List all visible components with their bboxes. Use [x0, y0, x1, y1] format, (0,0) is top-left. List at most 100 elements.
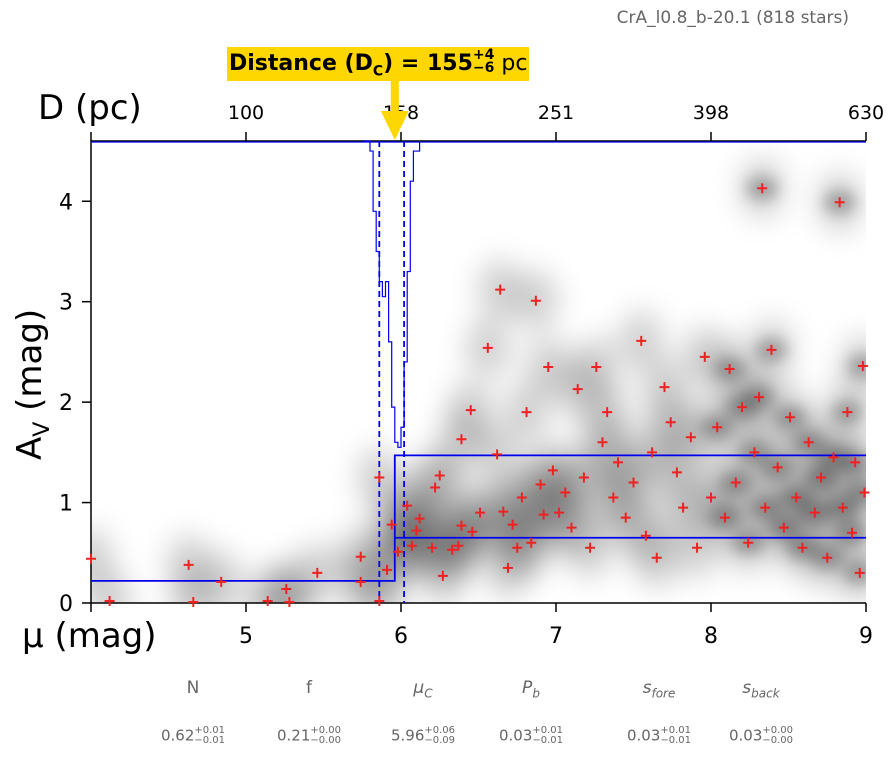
star-point — [554, 507, 565, 518]
param-name: Pb — [522, 678, 540, 701]
x-axis-label: μ (mag) — [22, 616, 157, 656]
posterior-histogram — [363, 140, 421, 448]
star-point — [665, 417, 676, 428]
x-tick-label: 7 — [549, 624, 563, 649]
star-point — [547, 465, 558, 476]
x-tick-label: 5 — [239, 624, 253, 649]
star-point — [566, 522, 577, 533]
star-point — [281, 583, 292, 594]
param-value: 0.21 +0.00 −0.00 — [276, 725, 342, 746]
star-point — [465, 405, 476, 416]
star-point — [757, 183, 768, 194]
density-blob — [91, 571, 132, 603]
star-point — [850, 457, 861, 468]
star-point — [312, 567, 323, 578]
star-point — [699, 351, 710, 362]
star-point — [216, 576, 227, 587]
star-point — [538, 509, 549, 520]
star-point — [382, 564, 393, 575]
top-tick-label: 100 — [228, 102, 264, 124]
param-value: 0.03 +0.01 −0.01 — [498, 725, 564, 746]
star-point — [613, 457, 623, 468]
param-value: 0.03 +0.00 −0.00 — [728, 725, 794, 746]
star-point — [842, 407, 853, 418]
star-point — [706, 492, 716, 503]
distance-arrow-shaft — [390, 81, 399, 111]
y-tick-label: 2 — [59, 391, 73, 416]
y-tick-label: 0 — [59, 592, 73, 617]
param-name: f — [306, 678, 312, 698]
star-point — [86, 553, 96, 564]
star-point — [560, 487, 571, 498]
star-point — [766, 344, 777, 355]
star-point — [791, 492, 802, 503]
star-point — [521, 407, 532, 418]
badge-unit: pc — [494, 51, 528, 76]
star-point — [456, 434, 467, 445]
star-point — [760, 502, 771, 513]
star-point — [591, 361, 602, 372]
star-point — [502, 562, 513, 573]
star-point — [754, 392, 765, 403]
star-point — [743, 537, 754, 548]
param-value: 0.62 +0.01 −0.01 — [160, 725, 226, 746]
star-point — [284, 596, 295, 607]
star-point — [482, 342, 493, 353]
density-core — [848, 480, 866, 505]
star-point — [411, 525, 422, 536]
top-axis-label: D (pc) — [38, 88, 142, 128]
star-point — [854, 567, 865, 578]
star-point — [543, 361, 554, 372]
star-point — [262, 595, 273, 606]
distance-arrow-head — [380, 111, 409, 140]
star-point — [585, 542, 596, 553]
param-value: 0.03 +0.01 −0.01 — [626, 725, 692, 746]
star-point — [608, 492, 619, 503]
top-tick-label: 251 — [538, 102, 574, 124]
star-point — [526, 537, 537, 548]
star-point — [692, 542, 703, 553]
y-tick-label: 1 — [59, 492, 73, 517]
star-point — [730, 477, 741, 488]
star-point — [467, 526, 478, 537]
y-axis-label: AV (mag) — [10, 308, 55, 460]
star-point — [374, 595, 385, 606]
star-point — [636, 335, 647, 346]
star-point — [628, 477, 639, 488]
star-point — [406, 540, 417, 551]
star-point — [719, 512, 730, 523]
param-name: N — [186, 678, 200, 698]
star-point — [816, 472, 827, 483]
star-point — [507, 519, 518, 530]
star-point — [785, 412, 796, 423]
star-point — [414, 513, 425, 524]
param-name: sfore — [642, 678, 676, 701]
star-point — [355, 551, 366, 562]
badge-sub: C — [372, 63, 384, 80]
star-point — [430, 482, 441, 493]
star-point — [647, 447, 658, 458]
star-point — [386, 519, 397, 530]
top-tick-label: 398 — [693, 102, 729, 124]
x-tick-label: 8 — [704, 624, 718, 649]
star-point — [837, 502, 848, 513]
star-point — [456, 520, 467, 531]
star-point — [834, 197, 845, 208]
param-value: 5.96 +0.06 −0.09 — [390, 725, 456, 746]
star-point — [183, 559, 194, 570]
star-point — [822, 552, 833, 563]
star-point — [392, 546, 403, 557]
star-point — [797, 542, 808, 553]
star-point — [512, 542, 523, 553]
star-point — [355, 576, 366, 587]
badge-eq: ) = 155 — [383, 51, 473, 76]
star-point — [778, 522, 789, 533]
star-point — [495, 284, 506, 295]
star-point — [498, 506, 509, 517]
star-point — [847, 527, 858, 538]
density-core — [846, 353, 866, 378]
star-point — [859, 487, 870, 498]
model-upper-line — [91, 454, 866, 582]
star-point — [659, 382, 670, 393]
star-point — [453, 540, 464, 551]
